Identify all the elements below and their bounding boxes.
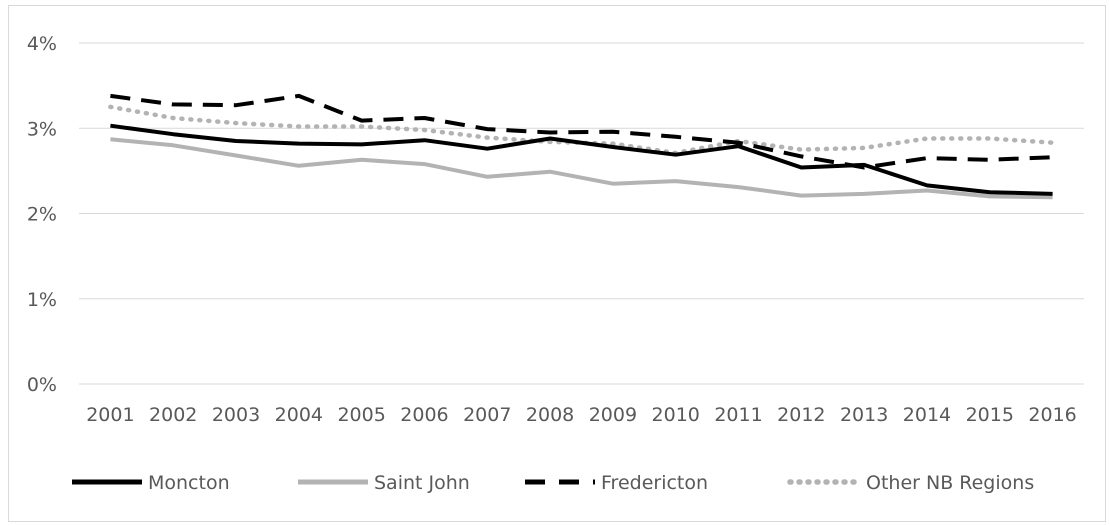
x-tick-label: 2011 [714, 404, 762, 426]
legend-label: Moncton [148, 472, 230, 494]
x-tick-label: 2009 [589, 404, 637, 426]
x-tick-label: 2015 [966, 404, 1014, 426]
y-tick-label: 0% [27, 374, 57, 396]
x-tick-label: 2003 [212, 404, 260, 426]
y-tick-label: 1% [27, 289, 57, 311]
y-axis-ticks: 0% 1% 2% 3% 4% [27, 33, 57, 396]
x-tick-label: 2007 [463, 404, 511, 426]
x-tick-label: 2014 [903, 404, 951, 426]
legend-label: Fredericton [601, 472, 708, 494]
legend-label: Other NB Regions [866, 472, 1034, 494]
x-tick-label: 2005 [337, 404, 385, 426]
y-tick-label: 2% [27, 204, 57, 226]
x-tick-label: 2012 [777, 404, 825, 426]
x-tick-label: 2002 [149, 404, 197, 426]
series-line-saint-john [110, 137, 1053, 200]
x-tick-label: 2010 [652, 404, 700, 426]
x-tick-label: 2008 [526, 404, 574, 426]
series-line-fredericton [110, 93, 1053, 170]
legend: Moncton Saint John Fredericton Other NB Reg… [72, 472, 1034, 494]
legend-label: Saint John [374, 472, 470, 494]
y-tick-label: 3% [27, 118, 57, 140]
x-tick-label: 2001 [86, 404, 134, 426]
series-line-moncton [110, 123, 1053, 196]
gridlines [79, 42, 1084, 385]
x-tick-label: 2016 [1028, 404, 1076, 426]
series-line-other-nb-regions [108, 104, 1055, 156]
series-lines [108, 93, 1055, 200]
x-axis-ticks: 2001 2002 2003 2004 2005 2006 2007 2008 2009 2010… [86, 404, 1077, 426]
chart-frame [8, 5, 1106, 522]
x-tick-label: 2006 [400, 404, 448, 426]
x-tick-label: 2004 [275, 404, 323, 426]
x-tick-label: 2013 [840, 404, 888, 426]
y-tick-label: 4% [27, 33, 57, 55]
